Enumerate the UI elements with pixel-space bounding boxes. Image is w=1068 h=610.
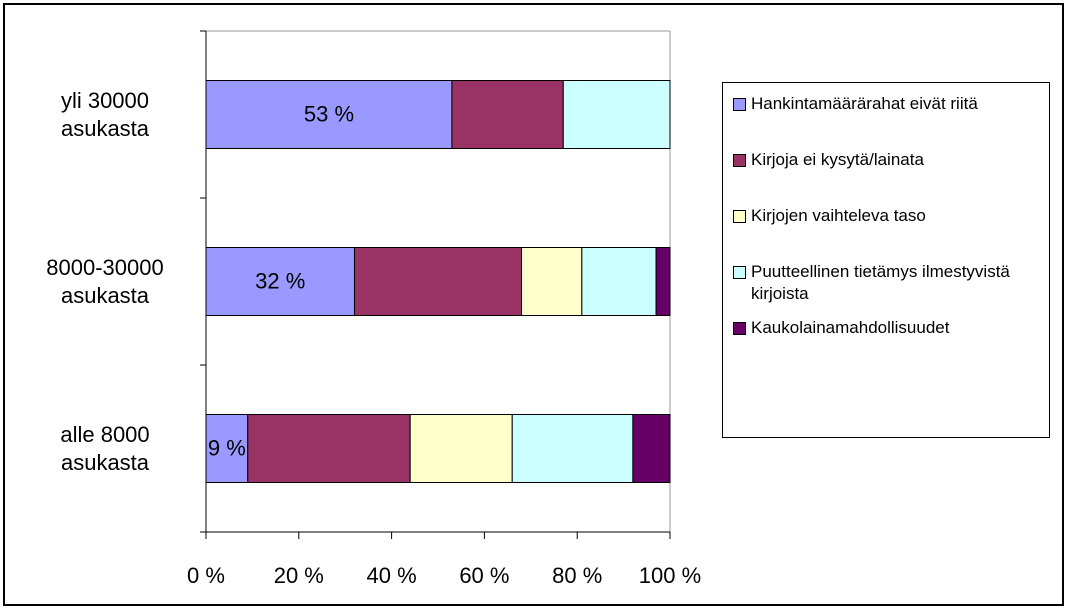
legend-item: Kaukolainamahdollisuudet xyxy=(731,317,1041,373)
bar-segment xyxy=(247,414,411,483)
bar-segment xyxy=(353,247,523,316)
x-tick-label: 80 % xyxy=(552,563,602,588)
data-label: 32 % xyxy=(255,268,305,293)
data-label: 9 % xyxy=(208,435,246,460)
legend-label: Puutteellinen tietämys ilmestyvistä kirj… xyxy=(751,262,1010,303)
legend-item: Puutteellinen tietämys ilmestyvistä kirj… xyxy=(731,261,1041,317)
x-tick-label: 20 % xyxy=(274,563,324,588)
y-tick-label: alle 8000 asukasta xyxy=(60,421,150,475)
legend-item: Hankintamäärärahat eivät riitä xyxy=(731,93,1041,149)
bar-segment xyxy=(632,414,671,483)
legend: Hankintamäärärahat eivät riitä Kirjoja ei… xyxy=(722,82,1050,438)
legend-swatch xyxy=(733,322,746,335)
bar-segment xyxy=(581,247,657,316)
x-tick-label: 100 % xyxy=(639,563,701,588)
data-label: 53 % xyxy=(304,101,354,126)
legend-label: Hankintamäärärahat eivät riitä xyxy=(751,94,978,113)
bar-segment xyxy=(521,247,583,316)
bar-segment xyxy=(205,80,453,149)
bar-segment xyxy=(205,247,355,316)
legend-label: Kirjojen vaihteleva taso xyxy=(751,206,926,225)
bar-segment xyxy=(655,247,671,316)
legend-swatch xyxy=(733,266,746,279)
legend-swatch xyxy=(733,98,746,111)
bar-segment xyxy=(451,80,564,149)
y-tick-label: yli 30000 asukasta xyxy=(60,87,150,141)
frame xyxy=(3,3,1064,606)
legend-item: Kirjoja ei kysytä/lainata xyxy=(731,149,1041,205)
x-tick-label: 40 % xyxy=(367,563,417,588)
bar-segment xyxy=(511,414,634,483)
legend-item: Kirjojen vaihteleva taso xyxy=(731,205,1041,261)
legend-label: Kirjoja ei kysytä/lainata xyxy=(751,150,924,169)
x-tick-label: 60 % xyxy=(459,563,509,588)
bar-segment xyxy=(562,80,671,149)
legend-label: Kaukolainamahdollisuudet xyxy=(751,318,950,337)
legend-swatch xyxy=(733,210,746,223)
legend-swatch xyxy=(733,154,746,167)
bar-segment xyxy=(409,414,513,483)
x-tick-label: 0 % xyxy=(187,563,225,588)
y-tick-label: 8000-30000 asukasta xyxy=(46,254,164,308)
bar-segment xyxy=(205,414,249,483)
